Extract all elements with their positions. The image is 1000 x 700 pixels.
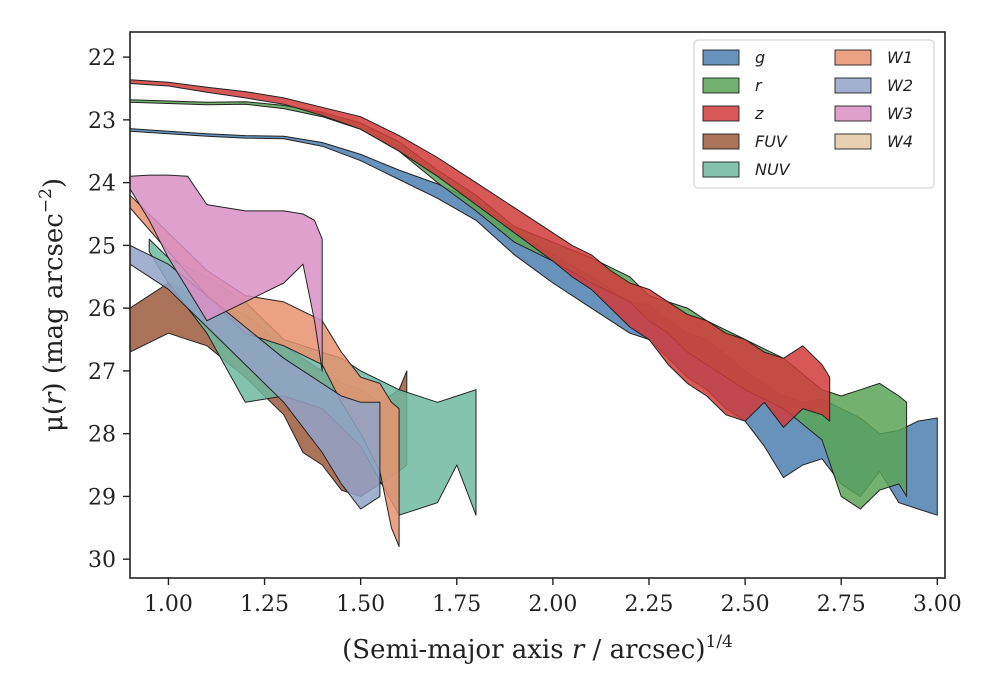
legend-label-z: z <box>754 104 764 123</box>
legend-label-nuv: NUV <box>755 160 791 179</box>
x-axis: 1.00 1.25 1.50 1.75 2.00 2.25 2.50 2.75 3.00 <box>144 578 962 617</box>
y-axis: 22 23 24 25 26 27 28 29 30 <box>88 46 130 573</box>
x-tick-label: 2.25 <box>624 592 673 617</box>
x-axis-title: (Semi-major axis r / arcsec)1/4 <box>342 632 733 665</box>
legend: grz FUV NUV W1 W2 W3 W4 <box>693 39 935 189</box>
legend-label-w4: W4 <box>887 132 913 151</box>
legend-swatch-w2 <box>834 77 872 94</box>
y-axis-title: μ(r) (mag arcsec−2) <box>36 178 69 432</box>
legend-swatch-nuv <box>702 161 740 178</box>
legend-label-w2: W2 <box>887 76 913 95</box>
legend-label-r: r <box>755 76 763 95</box>
legend-swatch-w1 <box>834 49 872 66</box>
y-tick-label: 25 <box>88 234 116 259</box>
x-tick-label: 3.00 <box>913 592 962 617</box>
y-tick-label: 29 <box>88 485 116 510</box>
y-tick-label: 26 <box>88 297 116 322</box>
legend-swatch-r <box>702 77 740 94</box>
band-w3 <box>130 174 323 372</box>
legend-swatch-w4 <box>834 133 872 150</box>
y-tick-label: 30 <box>88 548 116 573</box>
x-tick-label: 1.00 <box>144 592 193 617</box>
y-tick-label: 24 <box>88 172 116 197</box>
x-tick-label: 1.75 <box>432 592 481 617</box>
legend-label-g: g <box>755 48 765 67</box>
y-tick-label: 23 <box>88 109 116 134</box>
plot-area <box>130 79 938 548</box>
y-tick-label: 28 <box>88 423 116 448</box>
x-tick-label: 1.25 <box>240 592 289 617</box>
legend-label-w3: W3 <box>887 104 913 123</box>
x-tick-label: 2.00 <box>528 592 577 617</box>
legend-swatch-z <box>702 105 740 122</box>
legend-label-fuv: FUV <box>755 132 788 151</box>
legend-box <box>693 39 935 189</box>
band-w2 <box>130 244 381 510</box>
x-tick-label: 2.75 <box>817 592 866 617</box>
y-tick-label: 27 <box>88 360 116 385</box>
legend-label-w1: W1 <box>887 48 913 67</box>
x-tick-label: 2.50 <box>721 592 770 617</box>
band-z <box>130 79 831 428</box>
legend-swatch-fuv <box>702 133 740 150</box>
legend-swatch-g <box>702 49 740 66</box>
plot-frame <box>129 31 946 579</box>
x-tick-label: 1.50 <box>336 592 385 617</box>
legend-swatch-w3 <box>834 105 872 122</box>
y-tick-label: 22 <box>88 46 116 71</box>
